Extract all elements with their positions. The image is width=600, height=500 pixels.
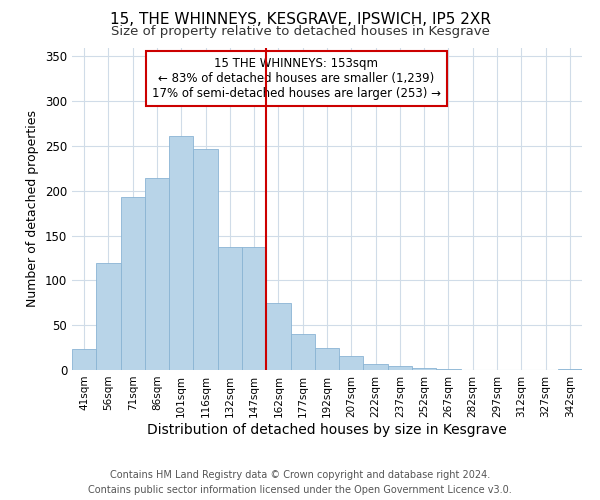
Bar [121, 197, 145, 370]
Text: Size of property relative to detached houses in Kesgrave: Size of property relative to detached ho… [110, 25, 490, 38]
Bar [436, 369, 461, 370]
Bar [242, 248, 266, 370]
Text: 15, THE WHINNEYS, KESGRAVE, IPSWICH, IP5 2XR: 15, THE WHINNEYS, KESGRAVE, IPSWICH, IP5… [110, 12, 491, 28]
Bar [72, 348, 96, 370]
Bar [388, 366, 412, 370]
Bar [193, 148, 218, 370]
Bar [315, 348, 339, 370]
Text: 15 THE WHINNEYS: 153sqm
← 83% of detached houses are smaller (1,239)
17% of semi: 15 THE WHINNEYS: 153sqm ← 83% of detache… [152, 57, 441, 100]
Text: Contains HM Land Registry data © Crown copyright and database right 2024.
Contai: Contains HM Land Registry data © Crown c… [88, 470, 512, 495]
Bar [364, 364, 388, 370]
Y-axis label: Number of detached properties: Number of detached properties [26, 110, 40, 307]
Bar [290, 334, 315, 370]
Bar [145, 178, 169, 370]
Bar [218, 248, 242, 370]
Bar [169, 136, 193, 370]
Bar [96, 262, 121, 370]
Bar [412, 368, 436, 370]
Bar [266, 303, 290, 370]
Bar [339, 356, 364, 370]
Bar [558, 369, 582, 370]
X-axis label: Distribution of detached houses by size in Kesgrave: Distribution of detached houses by size … [147, 422, 507, 436]
